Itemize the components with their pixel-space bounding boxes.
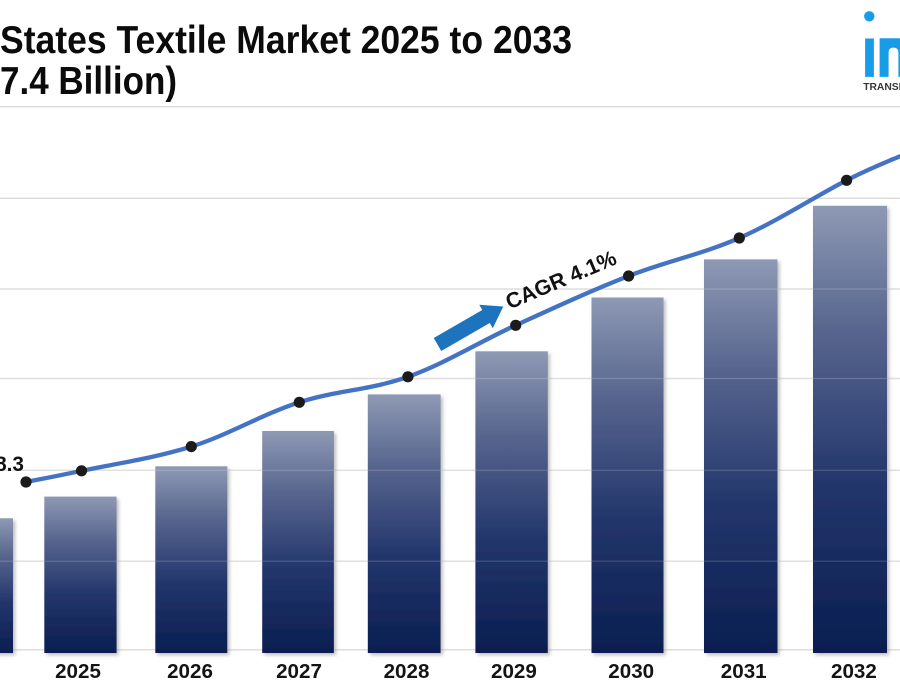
svg-text:2028: 2028: [384, 660, 430, 683]
svg-text:2029: 2029: [491, 660, 537, 683]
svg-text:8.3: 8.3: [0, 453, 24, 476]
svg-text:2025: 2025: [55, 660, 101, 683]
svg-text:2030: 2030: [608, 660, 654, 683]
svg-text:TRANSFORMING: TRANSFORMING: [863, 82, 900, 93]
svg-text:7.4 Billion): 7.4 Billion): [0, 60, 177, 103]
svg-text:2027: 2027: [276, 660, 322, 683]
svg-text:2031: 2031: [721, 660, 767, 683]
svg-text:2032: 2032: [831, 660, 877, 683]
svg-text:States Textile Market 2025 to: States Textile Market 2025 to 2033: [0, 19, 572, 62]
svg-text:2026: 2026: [167, 660, 213, 683]
